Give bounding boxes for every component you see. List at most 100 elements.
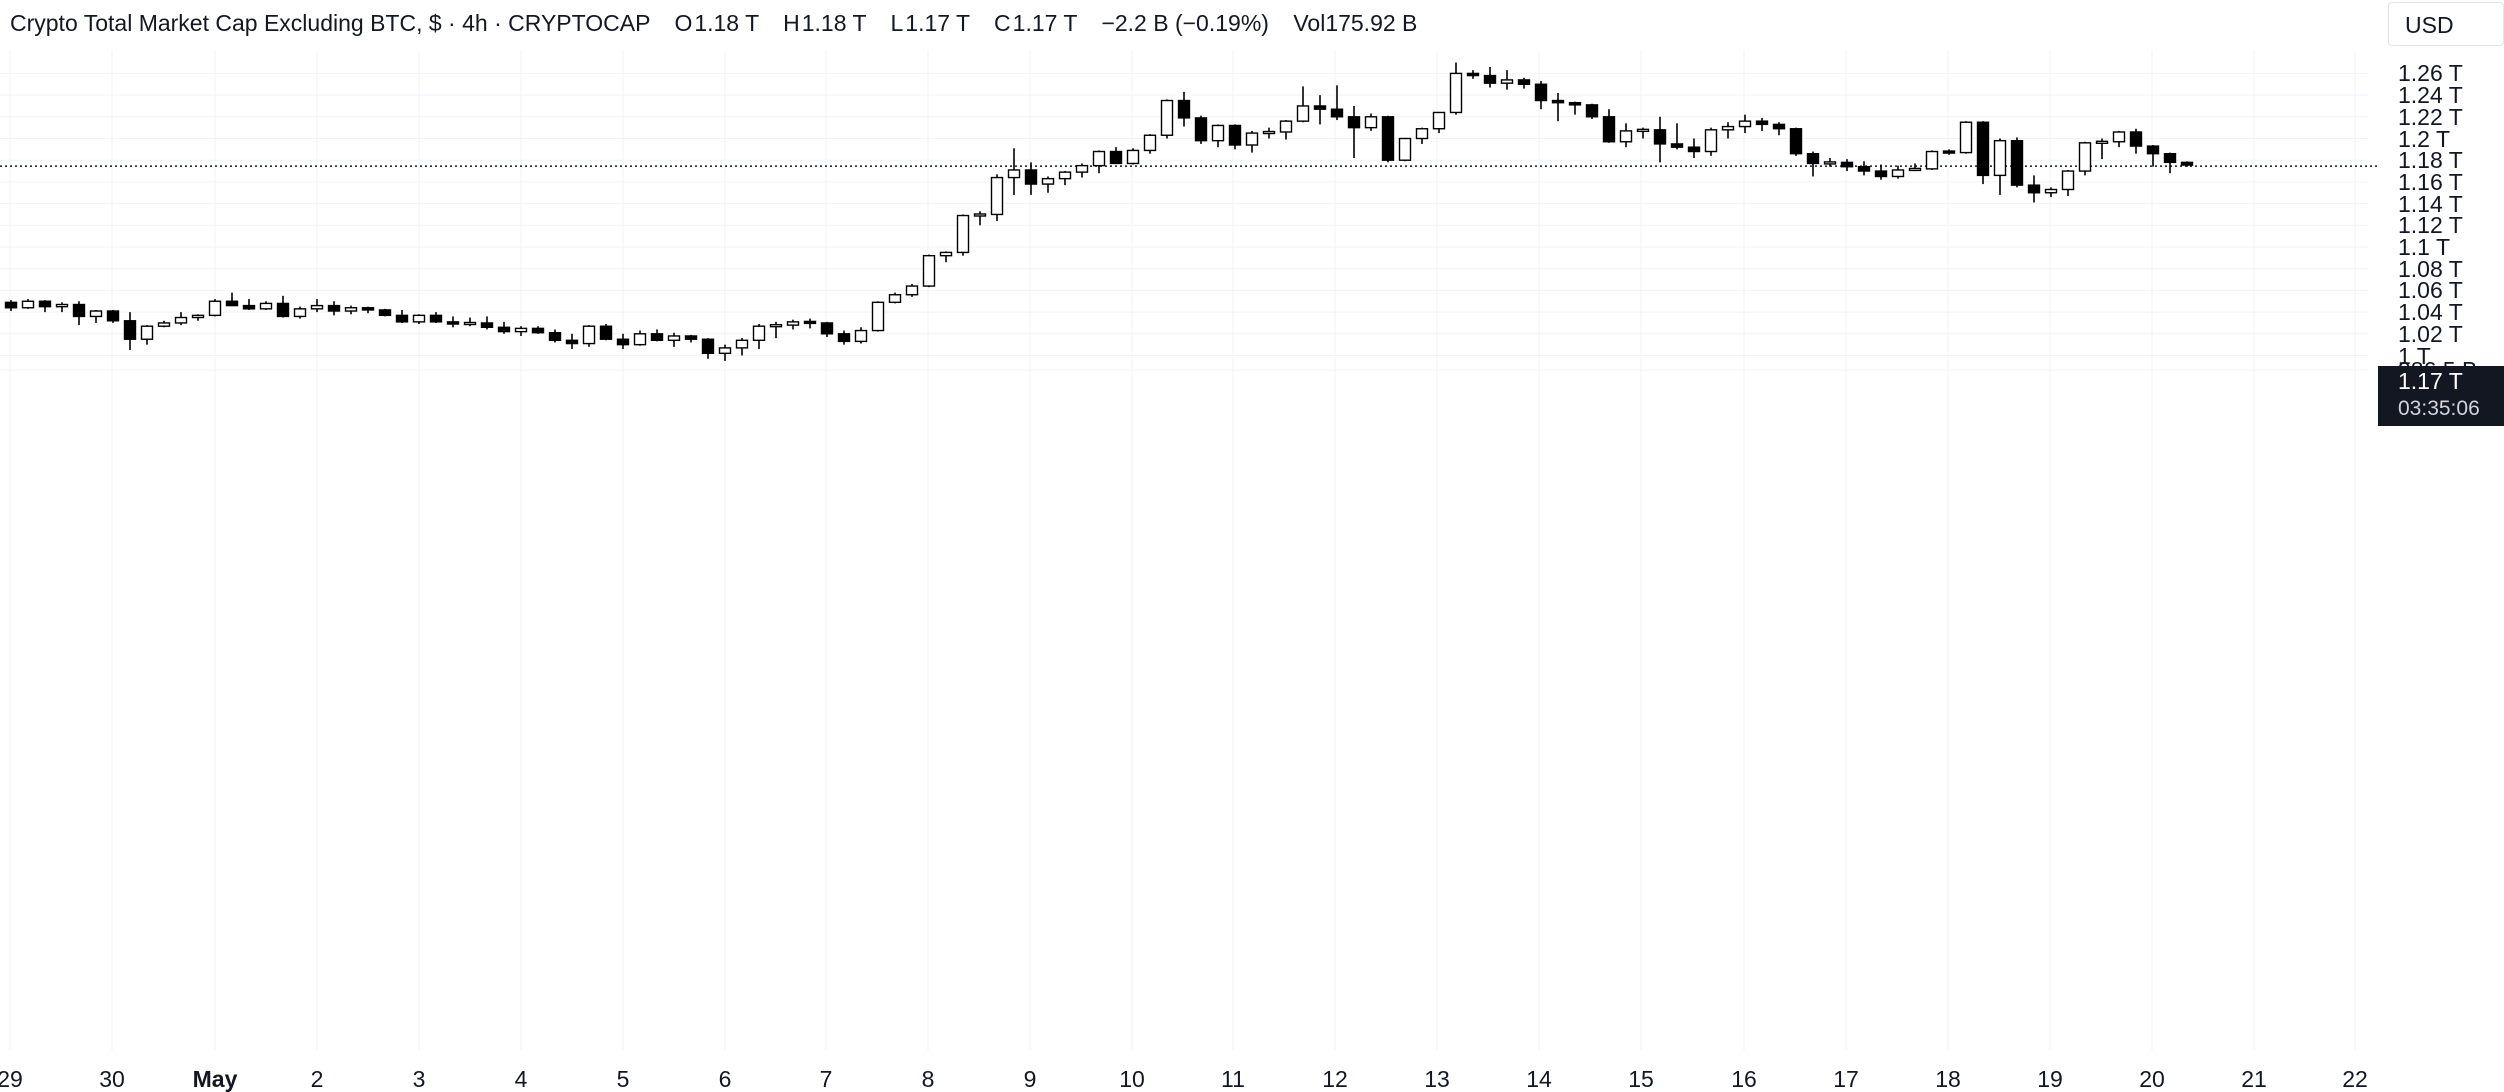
candle[interactable]	[395, 309, 409, 323]
candle[interactable]	[854, 327, 868, 344]
candle[interactable]	[106, 309, 120, 323]
candle[interactable]	[548, 329, 562, 343]
candle[interactable]	[123, 312, 137, 351]
candle[interactable]	[412, 314, 426, 325]
candle[interactable]	[2129, 128, 2143, 154]
candle[interactable]	[769, 321, 783, 339]
candle[interactable]	[633, 330, 647, 346]
candle[interactable]	[1041, 176, 1055, 193]
candle[interactable]	[1075, 163, 1089, 178]
candle[interactable]	[1432, 111, 1446, 134]
candle[interactable]	[514, 326, 528, 336]
candle[interactable]	[701, 338, 715, 359]
candle[interactable]	[225, 292, 239, 307]
candle[interactable]	[599, 324, 613, 341]
candle[interactable]	[361, 306, 375, 314]
candle[interactable]	[684, 334, 698, 343]
candle[interactable]	[1177, 91, 1191, 127]
candle[interactable]	[276, 295, 290, 318]
candle[interactable]	[1160, 99, 1174, 139]
candle[interactable]	[1840, 159, 1854, 172]
candle[interactable]	[1364, 113, 1378, 131]
candle[interactable]	[1228, 124, 1242, 150]
candle[interactable]	[1466, 70, 1480, 79]
candle[interactable]	[565, 333, 579, 349]
candle[interactable]	[2163, 152, 2177, 174]
candle[interactable]	[2010, 137, 2024, 188]
currency-button[interactable]: USD	[2388, 2, 2504, 46]
candle[interactable]	[939, 251, 953, 263]
candle[interactable]	[140, 325, 154, 345]
candle[interactable]	[1993, 138, 2007, 195]
candle[interactable]	[1279, 120, 1293, 140]
candle[interactable]	[378, 308, 392, 317]
candle[interactable]	[1704, 127, 1718, 156]
candle[interactable]	[1296, 86, 1310, 123]
candle[interactable]	[259, 301, 273, 310]
candle[interactable]	[72, 301, 86, 326]
candle[interactable]	[1398, 137, 1412, 162]
candle[interactable]	[1908, 163, 1922, 172]
candle[interactable]	[2044, 187, 2058, 198]
candle[interactable]	[191, 314, 205, 321]
candle[interactable]	[1415, 127, 1429, 144]
candle[interactable]	[1670, 123, 1684, 150]
candle[interactable]	[1534, 80, 1548, 110]
candle[interactable]	[4, 300, 18, 312]
candle[interactable]	[429, 312, 443, 323]
candle[interactable]	[293, 306, 307, 319]
candle[interactable]	[973, 211, 987, 226]
candle[interactable]	[89, 309, 103, 323]
candle[interactable]	[55, 302, 69, 313]
candle[interactable]	[1211, 124, 1225, 148]
candle[interactable]	[2112, 130, 2126, 148]
candle[interactable]	[1976, 121, 1990, 185]
candle[interactable]	[1636, 127, 1650, 139]
candle[interactable]	[242, 299, 256, 310]
candle[interactable]	[1823, 158, 1837, 167]
candle[interactable]	[463, 317, 477, 327]
candle[interactable]	[327, 301, 341, 316]
candle[interactable]	[1772, 122, 1786, 136]
candle[interactable]	[1874, 164, 1888, 180]
candle[interactable]	[1857, 161, 1871, 176]
candle[interactable]	[1143, 134, 1157, 154]
candle[interactable]	[803, 318, 817, 329]
candle[interactable]	[2078, 141, 2092, 176]
interval-label[interactable]: 4h	[462, 10, 488, 36]
candle[interactable]	[990, 174, 1004, 221]
candle[interactable]	[786, 319, 800, 330]
candle[interactable]	[837, 330, 851, 345]
candle[interactable]	[1381, 115, 1395, 163]
candle[interactable]	[2146, 145, 2160, 167]
candle[interactable]	[1653, 116, 1667, 163]
symbol-title[interactable]: Crypto Total Market Cap Excluding BTC, $	[10, 10, 442, 36]
candle[interactable]	[1347, 105, 1361, 159]
candle[interactable]	[905, 283, 919, 297]
candle[interactable]	[157, 320, 171, 328]
candle[interactable]	[1449, 62, 1463, 115]
candle[interactable]	[650, 329, 664, 342]
candle[interactable]	[21, 299, 35, 309]
candle[interactable]	[1925, 150, 1939, 170]
candle[interactable]	[888, 292, 902, 304]
candle[interactable]	[1602, 109, 1616, 143]
candle[interactable]	[208, 299, 222, 317]
candle[interactable]	[38, 300, 52, 313]
candle[interactable]	[1245, 130, 1259, 153]
candle[interactable]	[1500, 70, 1514, 90]
candle[interactable]	[1959, 121, 1973, 154]
candle[interactable]	[1568, 101, 1582, 115]
candle[interactable]	[1806, 151, 1820, 177]
candle[interactable]	[1517, 77, 1531, 89]
candle[interactable]	[1109, 147, 1123, 165]
candle[interactable]	[718, 344, 732, 361]
candle[interactable]	[1262, 127, 1276, 139]
candle[interactable]	[667, 332, 681, 347]
candle[interactable]	[820, 321, 834, 338]
candle[interactable]	[2027, 175, 2041, 203]
candle[interactable]	[1330, 85, 1344, 121]
candle[interactable]	[1483, 66, 1497, 88]
candle[interactable]	[310, 299, 324, 313]
candle[interactable]	[1313, 95, 1327, 125]
